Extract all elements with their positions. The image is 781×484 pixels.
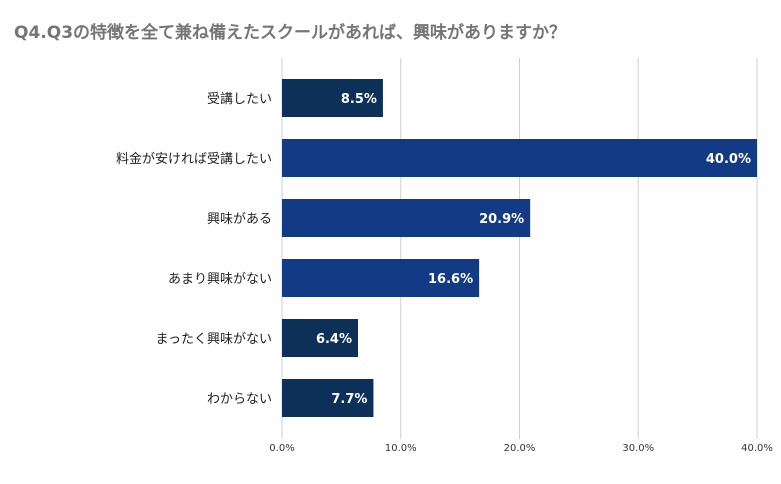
bar <box>282 199 531 237</box>
data-label: 40.0% <box>706 152 751 167</box>
category-label: 料金が安ければ受講したい <box>116 151 272 167</box>
data-label: 20.9% <box>479 212 524 227</box>
category-label: わからない <box>207 392 272 407</box>
x-tick-label: 20.0% <box>504 443 536 454</box>
tick-layer: 0.0% 10.0% 20.0% 30.0% 40.0% <box>269 443 773 454</box>
grid-layer <box>281 58 758 439</box>
bar <box>282 319 358 357</box>
bar <box>282 79 383 117</box>
x-tick-label: 40.0% <box>741 443 773 454</box>
category-label: まったく興味がない <box>156 332 272 347</box>
x-tick-label: 10.0% <box>385 443 417 454</box>
x-tick-label: 0.0% <box>269 443 294 454</box>
chart-title: Q4.Q3の特徴を全て兼ね備えたスクールがあれば、興味がありますか？ <box>14 23 567 43</box>
data-label: 16.6% <box>428 272 473 287</box>
data-label: 6.4% <box>316 332 352 347</box>
category-label: 受講したい <box>207 91 272 107</box>
x-tick-label: 30.0% <box>622 443 654 454</box>
category-label: あまり興味がない <box>168 272 272 287</box>
data-label: 7.7% <box>331 392 367 407</box>
bar <box>282 379 374 417</box>
data-label: 8.5% <box>341 92 377 107</box>
bar-layer <box>282 79 757 417</box>
bar <box>282 259 480 297</box>
label-layer: 受講したい 8.5% 料金が安ければ受講したい 40.0% 興味がある 20.9% あまり興… <box>116 91 751 407</box>
bar <box>282 139 757 177</box>
category-label: 興味がある <box>207 212 272 227</box>
